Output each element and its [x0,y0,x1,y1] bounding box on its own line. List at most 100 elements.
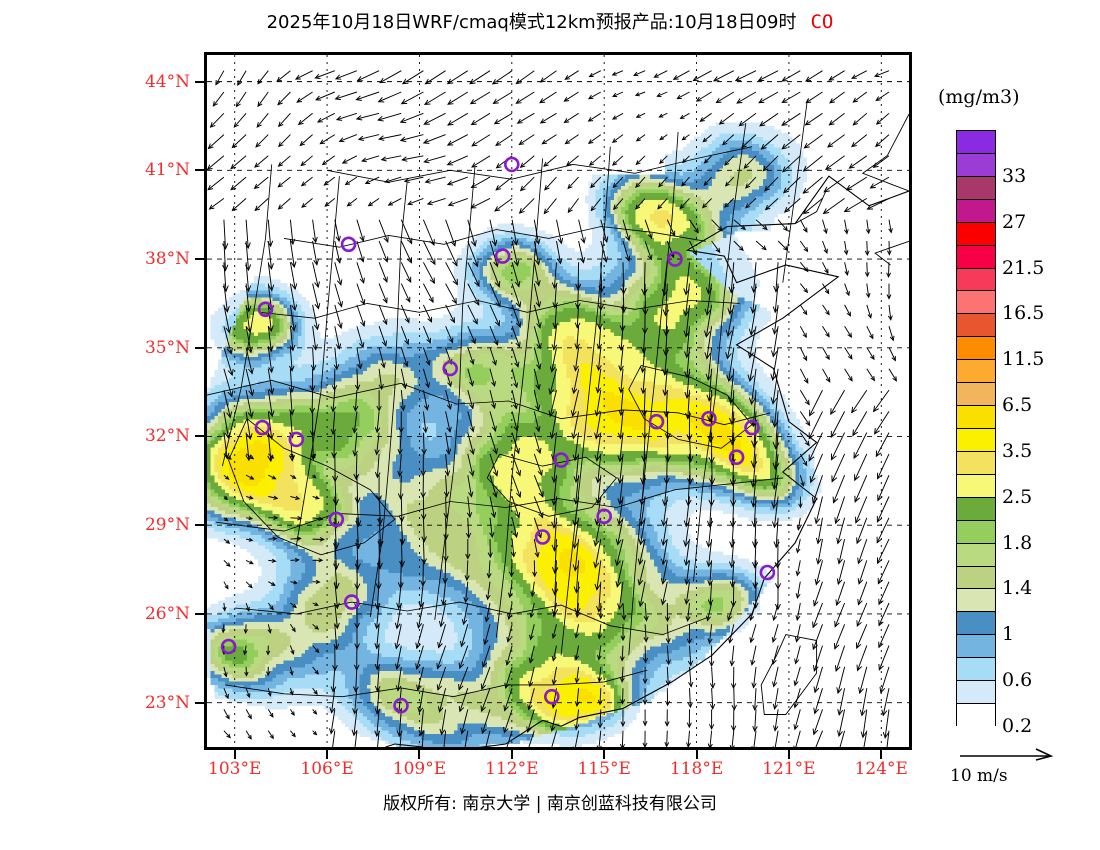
station-marker-12[interactable] [553,452,569,468]
wind-vector [802,176,823,194]
wind-arrowhead [225,326,232,334]
wind-arrowhead [813,600,819,607]
wind-vector [334,624,338,650]
station-marker-2[interactable] [667,251,683,267]
wind-arrowhead [529,612,535,619]
wind-arrowhead [513,425,519,432]
y-axis-tick [195,524,204,527]
wind-arrowhead [793,724,799,731]
station-marker-3[interactable] [494,248,511,264]
station-marker-18[interactable] [220,638,237,655]
station-marker-0[interactable] [503,156,520,173]
wind-arrowhead [845,290,850,297]
wind-vector [511,219,517,245]
wind-arrowhead [741,142,747,149]
wind-vector [866,304,872,318]
wind-arrowhead [514,280,521,288]
wind-vector [469,70,491,85]
wind-arrowhead [294,74,301,80]
wind-vector [384,176,402,183]
station-marker-1[interactable] [340,236,357,253]
wind-vector [884,709,890,738]
wind-vector [834,602,846,627]
wind-vector [488,560,491,578]
wind-vector [484,624,491,645]
station-marker-5[interactable] [442,360,458,377]
wind-arrowhead [277,121,284,128]
y-axis-tick [195,612,204,615]
wind-arrowhead [707,436,714,443]
wind-vector [378,560,380,590]
wind-arrowhead [572,519,579,527]
wind-vector [730,368,735,404]
station-marker-17[interactable] [343,594,360,610]
wind-vector [774,688,779,709]
wind-arrowhead [892,376,897,382]
wind-arrowhead [333,622,340,630]
station-marker-14[interactable] [596,508,613,525]
wind-arrowhead [513,532,519,539]
wind-arrowhead [257,101,263,108]
wind-vector [589,155,602,166]
wind-arrowhead [548,410,555,418]
wind-arrowhead [516,118,523,124]
station-marker-20[interactable] [543,688,560,705]
wind-arrowhead [611,160,618,166]
wind-arrowhead [290,711,295,717]
wind-arrowhead [730,499,737,507]
wind-arrowhead [364,179,371,184]
wind-arrowhead [309,430,316,437]
wind-arrowhead [752,602,759,609]
wind-arrowhead [313,259,319,266]
wind-vector [689,219,699,233]
wind-arrowhead [633,71,639,77]
station-marker-6[interactable] [254,419,271,436]
wind-vector [722,134,735,146]
wind-vector [743,155,757,169]
wind-arrowhead [874,428,880,435]
wind-arrowhead [638,538,645,546]
station-marker-19[interactable] [393,697,409,714]
station-marker-9[interactable] [701,410,717,427]
wind-arrowhead [505,659,511,666]
wind-vector [599,688,602,705]
wind-arrowhead [337,322,343,330]
station-marker-8[interactable] [648,413,665,430]
wind-vector [822,219,827,234]
wind-vector [774,730,779,747]
station-marker-7[interactable] [288,431,305,448]
wind-vector [764,176,779,192]
wind-arrowhead [728,561,736,569]
station-marker-15[interactable] [534,529,551,545]
wind-arrowhead [640,477,647,485]
colorbar-band-13 [957,428,995,452]
y-axis-tick [195,346,204,349]
station-marker-10[interactable] [744,419,760,436]
wind-arrowhead [738,120,745,127]
wind-vector [312,432,314,460]
wind-vector [730,262,735,293]
colorbar[interactable] [956,130,996,727]
wind-arrowhead [813,707,820,715]
wind-arrowhead [594,454,601,462]
wind-arrowhead [684,598,690,605]
wind-arrowhead [359,277,365,284]
wind-arrowhead [374,642,381,650]
wind-arrowhead [297,515,303,521]
wind-arrowhead [802,165,810,172]
wind-arrowhead [378,383,384,391]
wind-vector [353,411,358,433]
wind-vector [556,219,562,244]
wind-arrowhead [268,366,274,374]
station-marker-4[interactable] [257,301,274,318]
map-plot-area[interactable] [204,52,912,750]
wind-vector [590,176,602,188]
wind-arrowhead [458,662,465,670]
wind-vector [773,475,779,508]
station-marker-11[interactable] [728,449,745,466]
wind-arrowhead [859,709,866,717]
station-marker-13[interactable] [328,511,345,528]
station-marker-16[interactable] [759,564,776,581]
wind-arrowhead [846,311,851,317]
wind-vector [267,326,272,352]
